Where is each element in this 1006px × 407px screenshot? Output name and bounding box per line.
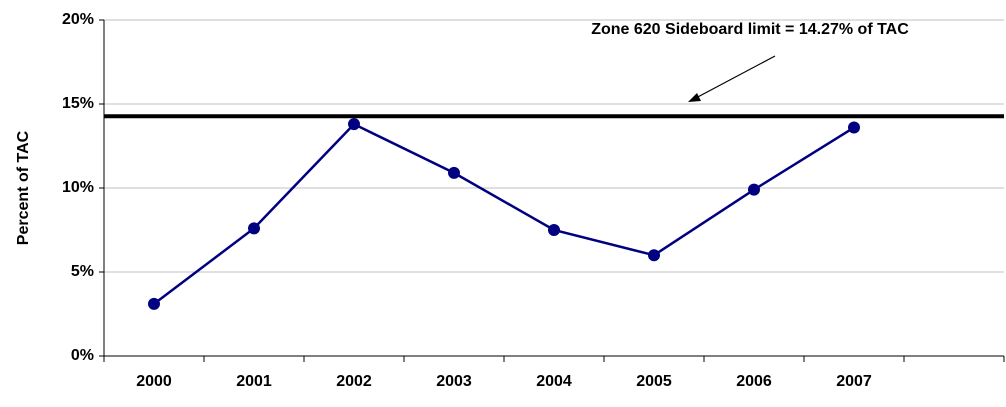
data-point xyxy=(548,224,560,236)
y-axis-label: Percent of TAC xyxy=(15,130,32,245)
data-point xyxy=(448,166,460,179)
data-point xyxy=(748,183,760,196)
y-tick-label: 5% xyxy=(71,263,94,280)
data-point xyxy=(148,297,160,310)
annotation-arrow xyxy=(693,55,776,100)
x-tick-label: 2001 xyxy=(236,373,272,390)
annotation: Zone 620 Sideboard limit = 14.27% of TAC xyxy=(591,21,909,38)
y-tick-label: 20% xyxy=(62,11,94,28)
data-point xyxy=(348,118,360,131)
x-tick-label: 2007 xyxy=(836,373,872,390)
data-point xyxy=(248,222,260,235)
x-tick-label: 2006 xyxy=(736,373,772,390)
data-point xyxy=(648,249,660,262)
y-tick-label: 15% xyxy=(62,95,94,112)
x-tick-label: 2004 xyxy=(536,373,572,390)
y-tick-label: 0% xyxy=(71,347,94,364)
y-tick-label: 10% xyxy=(62,179,94,196)
x-tick-label: 2000 xyxy=(136,373,172,390)
x-tick-label: 2002 xyxy=(336,373,372,390)
series-line xyxy=(153,122,855,305)
x-tick-label: 2003 xyxy=(436,373,472,390)
arrow-head xyxy=(688,93,701,102)
x-tick-label: 2005 xyxy=(636,373,672,390)
data-point xyxy=(848,121,860,134)
